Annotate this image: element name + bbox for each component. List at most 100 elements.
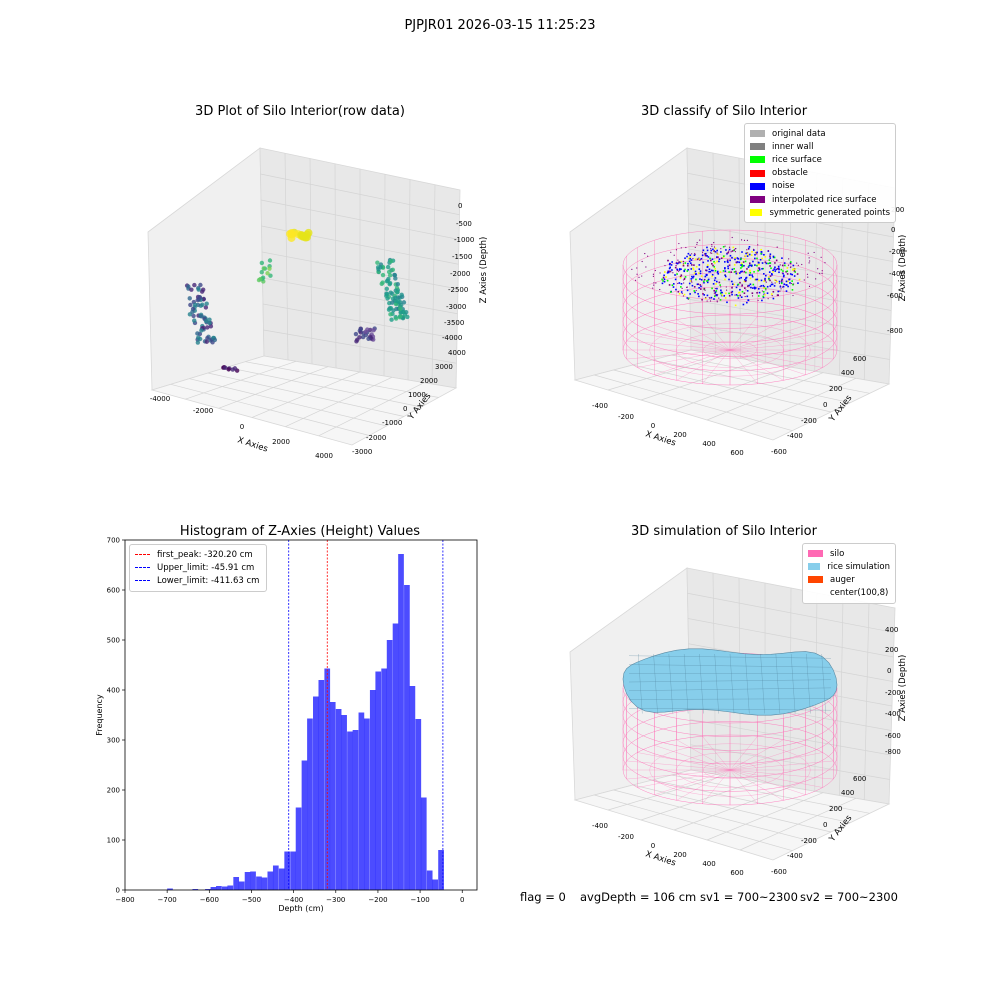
simulation-x-ticks: -400 -200 0 200 400 600 — [592, 822, 744, 877]
classify-point — [694, 291, 696, 294]
legend-entry: rice simulation — [808, 560, 890, 573]
classify-interpolated-point — [687, 298, 689, 300]
raw-point — [392, 272, 398, 278]
classify-interpolated-point — [815, 278, 817, 280]
classify-ztick: -400 — [889, 270, 905, 278]
raw-point — [385, 296, 390, 301]
raw-point — [371, 327, 376, 333]
raw-point — [261, 266, 266, 271]
classify-point — [782, 285, 785, 288]
classify-point — [693, 290, 696, 292]
classify-point — [740, 262, 743, 265]
histogram-bar — [358, 712, 365, 890]
classify-point — [699, 272, 702, 275]
classify-point — [740, 264, 742, 266]
classify-interpolated-point — [694, 252, 696, 255]
classify-interpolated-point — [734, 250, 736, 253]
classify-interpolated-point — [726, 252, 728, 254]
classify-interpolated-point — [659, 288, 661, 291]
classify-point — [703, 278, 706, 281]
histogram-bar — [167, 888, 173, 890]
histogram-bar — [221, 886, 228, 890]
rice-mesh-line — [628, 708, 832, 711]
classify-point — [768, 277, 770, 280]
rice-mesh-line — [699, 653, 704, 714]
legend-swatch — [750, 196, 765, 204]
simulation-ytick: 0 — [823, 821, 827, 829]
classify-point — [780, 281, 783, 284]
classify-point — [708, 268, 711, 271]
classify-point — [762, 291, 765, 293]
classify-interpolated-point — [808, 285, 811, 288]
simulation-ytick: -600 — [771, 868, 787, 876]
classify-point — [695, 278, 697, 281]
raw-point — [385, 264, 391, 270]
classify-point — [735, 261, 738, 264]
classify-point — [751, 274, 753, 276]
histogram-xtick-label: −700 — [158, 896, 177, 904]
classify-point — [757, 288, 760, 290]
classify-point — [731, 287, 733, 289]
histogram-bar — [205, 889, 211, 890]
classify-point — [789, 261, 792, 263]
raw-3d-plot[interactable]: -4000 -2000 0 2000 4000 X Axies -3000 -2… — [130, 140, 490, 470]
classify-point — [684, 268, 686, 271]
classify-point — [774, 279, 776, 281]
classify-point — [703, 294, 706, 296]
classify-point — [714, 267, 716, 270]
raw-point — [287, 230, 296, 239]
classify-point — [794, 268, 796, 270]
classify-point — [706, 281, 709, 284]
classify-point — [737, 294, 739, 297]
classify-interpolated-point — [641, 260, 643, 263]
raw-ztick: -3500 — [444, 319, 464, 327]
classify-point — [763, 286, 766, 288]
raw-ztick: -1000 — [454, 236, 474, 244]
classify-point — [769, 285, 772, 287]
raw-point — [188, 302, 193, 308]
classify-interpolated-point — [806, 273, 809, 275]
classify-point — [720, 251, 722, 253]
histogram-chart[interactable]: −800 −700 −600 −500 −400 −300 −200 −100 0 0 100 20… — [80, 530, 500, 920]
classify-point — [769, 253, 772, 256]
classify-point — [762, 273, 765, 275]
raw-point — [398, 306, 403, 311]
raw-point — [389, 317, 394, 322]
classify-point — [706, 280, 708, 282]
classify-interpolated-point — [699, 239, 701, 241]
classify-point — [764, 287, 767, 290]
classify-point — [746, 255, 749, 257]
classify-xtick: 400 — [702, 440, 715, 448]
classify-point — [784, 264, 786, 267]
classify-point — [710, 269, 713, 272]
simulation-3d-plot[interactable]: -400 -200 0 200 400 600 X Axies -600 -40… — [565, 560, 910, 885]
classify-interpolated-point — [757, 244, 759, 246]
classify-point — [678, 292, 681, 295]
classify-point — [714, 270, 717, 272]
classify-point — [782, 272, 784, 275]
classify-point — [756, 251, 758, 254]
raw-point — [203, 305, 209, 310]
raw-point — [196, 296, 202, 302]
classify-interpolated-point — [751, 295, 754, 297]
classify-point — [666, 272, 669, 274]
classify-point — [714, 262, 716, 264]
classify-interpolated-point — [793, 283, 795, 285]
raw-point — [259, 269, 264, 275]
classify-interpolated-point — [797, 264, 799, 267]
classify-point — [698, 272, 700, 274]
histogram-xtick-label: 0 — [460, 896, 464, 904]
classify-ytick: -200 — [801, 417, 817, 425]
classify-interpolated-point — [744, 295, 746, 298]
classify-point — [728, 248, 731, 251]
classify-interpolated-point — [682, 295, 685, 297]
raw-point — [207, 317, 212, 322]
classify-interpolated-point — [820, 256, 822, 258]
histogram-bar — [216, 886, 222, 890]
raw-point — [398, 309, 404, 315]
classify-point — [780, 268, 783, 271]
classify-point — [663, 274, 665, 277]
legend-line — [135, 567, 150, 569]
classify-interpolated-point — [781, 286, 784, 288]
raw-point — [388, 259, 394, 264]
